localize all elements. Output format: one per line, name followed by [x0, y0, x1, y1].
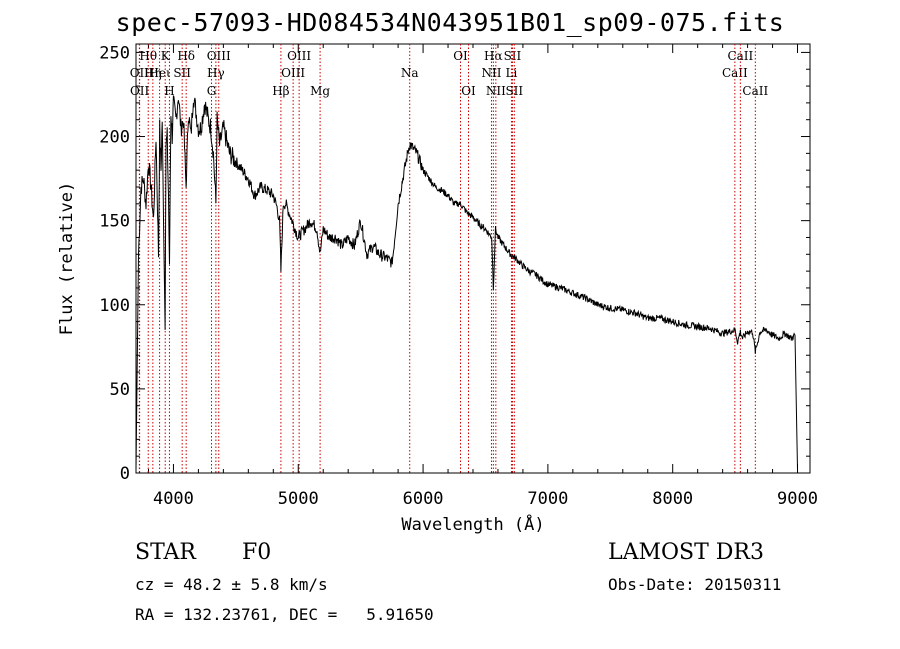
line-label: SII [505, 84, 523, 98]
line-label: CaII [727, 49, 753, 63]
line-label: Hβ [272, 84, 289, 98]
y-tick-label: 150 [99, 212, 130, 232]
line-label: SII [504, 49, 522, 63]
line-label: Li [506, 66, 518, 80]
line-label: CaII [742, 84, 768, 98]
line-label: OI [453, 49, 468, 63]
line-label: OI [461, 84, 476, 98]
line-label: H [164, 84, 174, 98]
survey-name: LAMOST DR3 [608, 540, 764, 565]
line-label: SII [173, 66, 191, 80]
redshift-cz: cz = 48.2 ± 5.8 km/s [135, 575, 328, 594]
object-class: STAR [135, 540, 196, 565]
obs-date: Obs-Date: 20150311 [608, 575, 782, 594]
line-label: Hγ [207, 66, 225, 80]
y-tick-label: 100 [99, 296, 130, 316]
x-tick-label: 4000 [153, 489, 194, 509]
line-label: OIII [207, 49, 231, 63]
subclass: F0 [242, 540, 272, 565]
x-tick-label: 8000 [652, 489, 693, 509]
y-tick-label: 250 [99, 43, 130, 63]
y-tick-label: 0 [120, 464, 130, 484]
line-label: Hη [144, 66, 162, 80]
x-tick-label: 7000 [527, 489, 568, 509]
chart-title: spec-57093-HD084534N043951B01_sp09-075.f… [115, 8, 785, 37]
line-label: Heι [148, 66, 171, 80]
x-axis-label: Wavelength (Å) [401, 513, 544, 535]
x-tick-label: 6000 [403, 489, 444, 509]
y-tick-label: 200 [99, 128, 130, 148]
line-label: Na [401, 66, 419, 80]
line-label: NII [481, 66, 501, 80]
line-label: OII [130, 84, 150, 98]
line-label: Hδ [177, 49, 195, 63]
line-label: CaII [722, 66, 748, 80]
line-label: G [207, 84, 217, 98]
line-label: Mg [310, 84, 330, 98]
line-label: K [161, 49, 171, 63]
y-tick-label: 50 [110, 380, 130, 400]
y-axis-label: Flux (relative) [57, 182, 77, 336]
line-label: Hθ [139, 49, 157, 63]
plot-frame [135, 43, 811, 474]
line-label: OIII [287, 49, 311, 63]
x-tick-label: 5000 [278, 489, 319, 509]
spectrum-line [135, 95, 798, 470]
line-label: OIII [281, 66, 305, 80]
x-tick-label: 9000 [777, 489, 818, 509]
line-label: NII [486, 84, 506, 98]
line-label: Hα [484, 49, 503, 63]
ra-dec: RA = 132.23761, DEC = 5.91650 [135, 605, 434, 624]
